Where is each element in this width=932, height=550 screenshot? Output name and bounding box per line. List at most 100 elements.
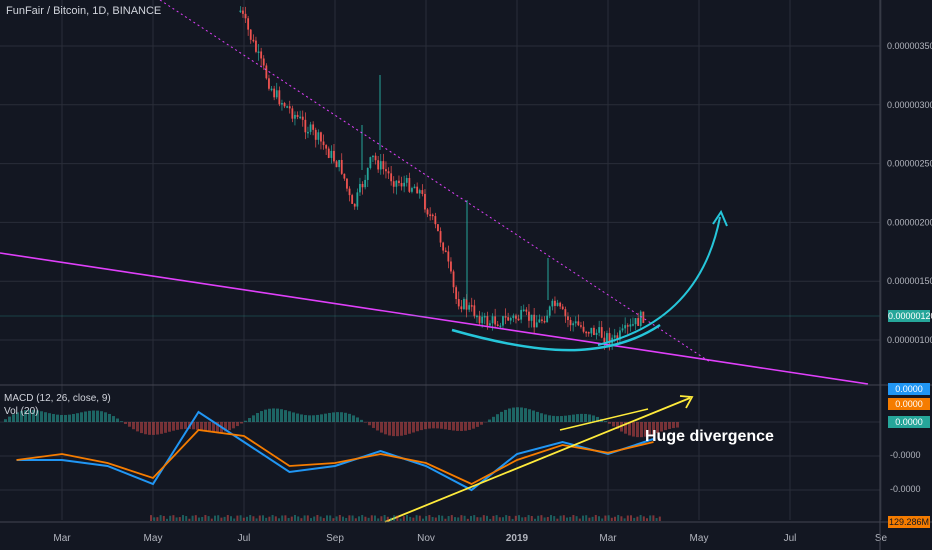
candle-body	[525, 309, 528, 312]
volume-bar	[527, 515, 530, 521]
macd-histogram-bar	[612, 422, 615, 427]
volume-bar	[415, 515, 418, 521]
candle-body	[398, 180, 400, 184]
candle-body	[603, 337, 606, 343]
time-tick-label: Jul	[238, 533, 251, 544]
macd-histogram-bar	[668, 422, 671, 429]
candle-body	[270, 88, 273, 91]
price-tick-label: 0.00000250	[887, 159, 932, 169]
candle-body	[309, 124, 312, 132]
macd-histogram-bar	[492, 416, 495, 422]
price-tick-label: 0.00000100	[887, 335, 932, 345]
macd-histogram-bar	[568, 415, 571, 422]
volume-bar	[450, 515, 453, 521]
candle-body	[517, 318, 520, 321]
macd-histogram-bar	[248, 417, 251, 422]
candle-body	[291, 108, 294, 119]
candle-body	[512, 315, 515, 319]
volume-bar	[198, 517, 200, 521]
volume-bar	[230, 516, 232, 521]
current-price-tag: 0.00000120	[888, 310, 932, 322]
volume-label[interactable]: Vol (20)	[4, 406, 39, 417]
candle-body	[244, 13, 247, 19]
macd-histogram-bar	[192, 422, 195, 430]
volume-bar	[150, 515, 152, 521]
volume-bar	[514, 515, 517, 521]
macd-histogram-bar	[120, 421, 123, 422]
candle-body	[268, 78, 270, 89]
macd-histogram-bar	[276, 408, 279, 422]
macd-histogram-bar	[8, 416, 11, 422]
candle-body	[265, 65, 268, 79]
macd-histogram-bar	[420, 422, 423, 431]
volume-bar	[361, 515, 364, 521]
volume-bar	[550, 515, 552, 521]
volume-bar	[620, 516, 623, 521]
macd-histogram-bar	[460, 422, 463, 432]
macd-histogram-bar	[184, 422, 187, 429]
volume-bar	[316, 515, 319, 521]
volume-bar	[396, 515, 399, 521]
candle-body	[455, 287, 458, 300]
macd-histogram-bar	[628, 422, 631, 436]
macd-histogram-bar	[424, 422, 427, 430]
macd-histogram-bar	[308, 415, 311, 422]
time-tick-label: Sep	[326, 533, 344, 544]
macd-histogram-bar	[108, 413, 111, 422]
volume-bar	[281, 515, 284, 521]
macd-histogram-bar	[176, 422, 179, 430]
macd-histogram-bar	[28, 409, 31, 422]
time-tick-label: Jul	[784, 533, 797, 544]
macd-histogram-bar	[676, 422, 679, 428]
macd-histogram-bar	[332, 412, 335, 422]
candle-body	[247, 18, 250, 30]
macd-label[interactable]: MACD (12, 26, close, 9)	[4, 393, 111, 404]
volume-bar	[284, 515, 287, 521]
candle-body	[587, 332, 590, 334]
macd-histogram-bar	[352, 415, 355, 422]
volume-bar	[156, 517, 159, 521]
candle-body	[411, 188, 413, 192]
candle-body	[577, 321, 580, 326]
candle-body	[502, 316, 504, 326]
volume-bar	[297, 516, 300, 521]
candle-body	[574, 321, 577, 324]
candle-body	[486, 315, 489, 326]
macd-histogram-bar	[356, 417, 359, 422]
candle-body	[304, 119, 307, 133]
candle-body	[530, 314, 533, 321]
candle-body	[405, 177, 408, 183]
macd-histogram-bar	[476, 422, 479, 427]
macd-histogram-bar	[392, 422, 395, 437]
price-tick-label: 0.00000300	[887, 100, 932, 110]
macd-histogram-bar	[104, 412, 107, 422]
macd-histogram-bar	[148, 422, 151, 435]
volume-bar	[658, 516, 661, 521]
volume-bar	[604, 515, 607, 521]
macd-histogram-bar	[640, 422, 643, 438]
macd-histogram-bar	[64, 414, 67, 422]
candle-body	[275, 90, 278, 98]
candle-body	[312, 124, 315, 130]
volume-bar	[390, 517, 392, 521]
volume-bar	[511, 518, 514, 521]
candle-body	[273, 88, 276, 98]
volume-bar	[444, 518, 447, 521]
volume-bar	[329, 515, 332, 521]
volume-bar	[188, 518, 191, 521]
macd-histogram-bar	[344, 412, 347, 422]
macd-histogram-bar	[260, 411, 263, 422]
macd-histogram-bar	[532, 410, 535, 422]
candle-body	[619, 330, 621, 340]
volume-bar	[258, 515, 261, 521]
candle-body	[590, 327, 593, 334]
macd-histogram-bar	[52, 414, 55, 422]
long-term-trendline	[0, 252, 869, 385]
macd-histogram-bar	[240, 422, 243, 424]
volume-bar	[508, 515, 511, 521]
divergence-arrow-head	[679, 395, 694, 409]
macd-histogram-bar	[228, 422, 231, 431]
candle-body	[535, 322, 538, 328]
macd-histogram-bar	[632, 422, 635, 437]
